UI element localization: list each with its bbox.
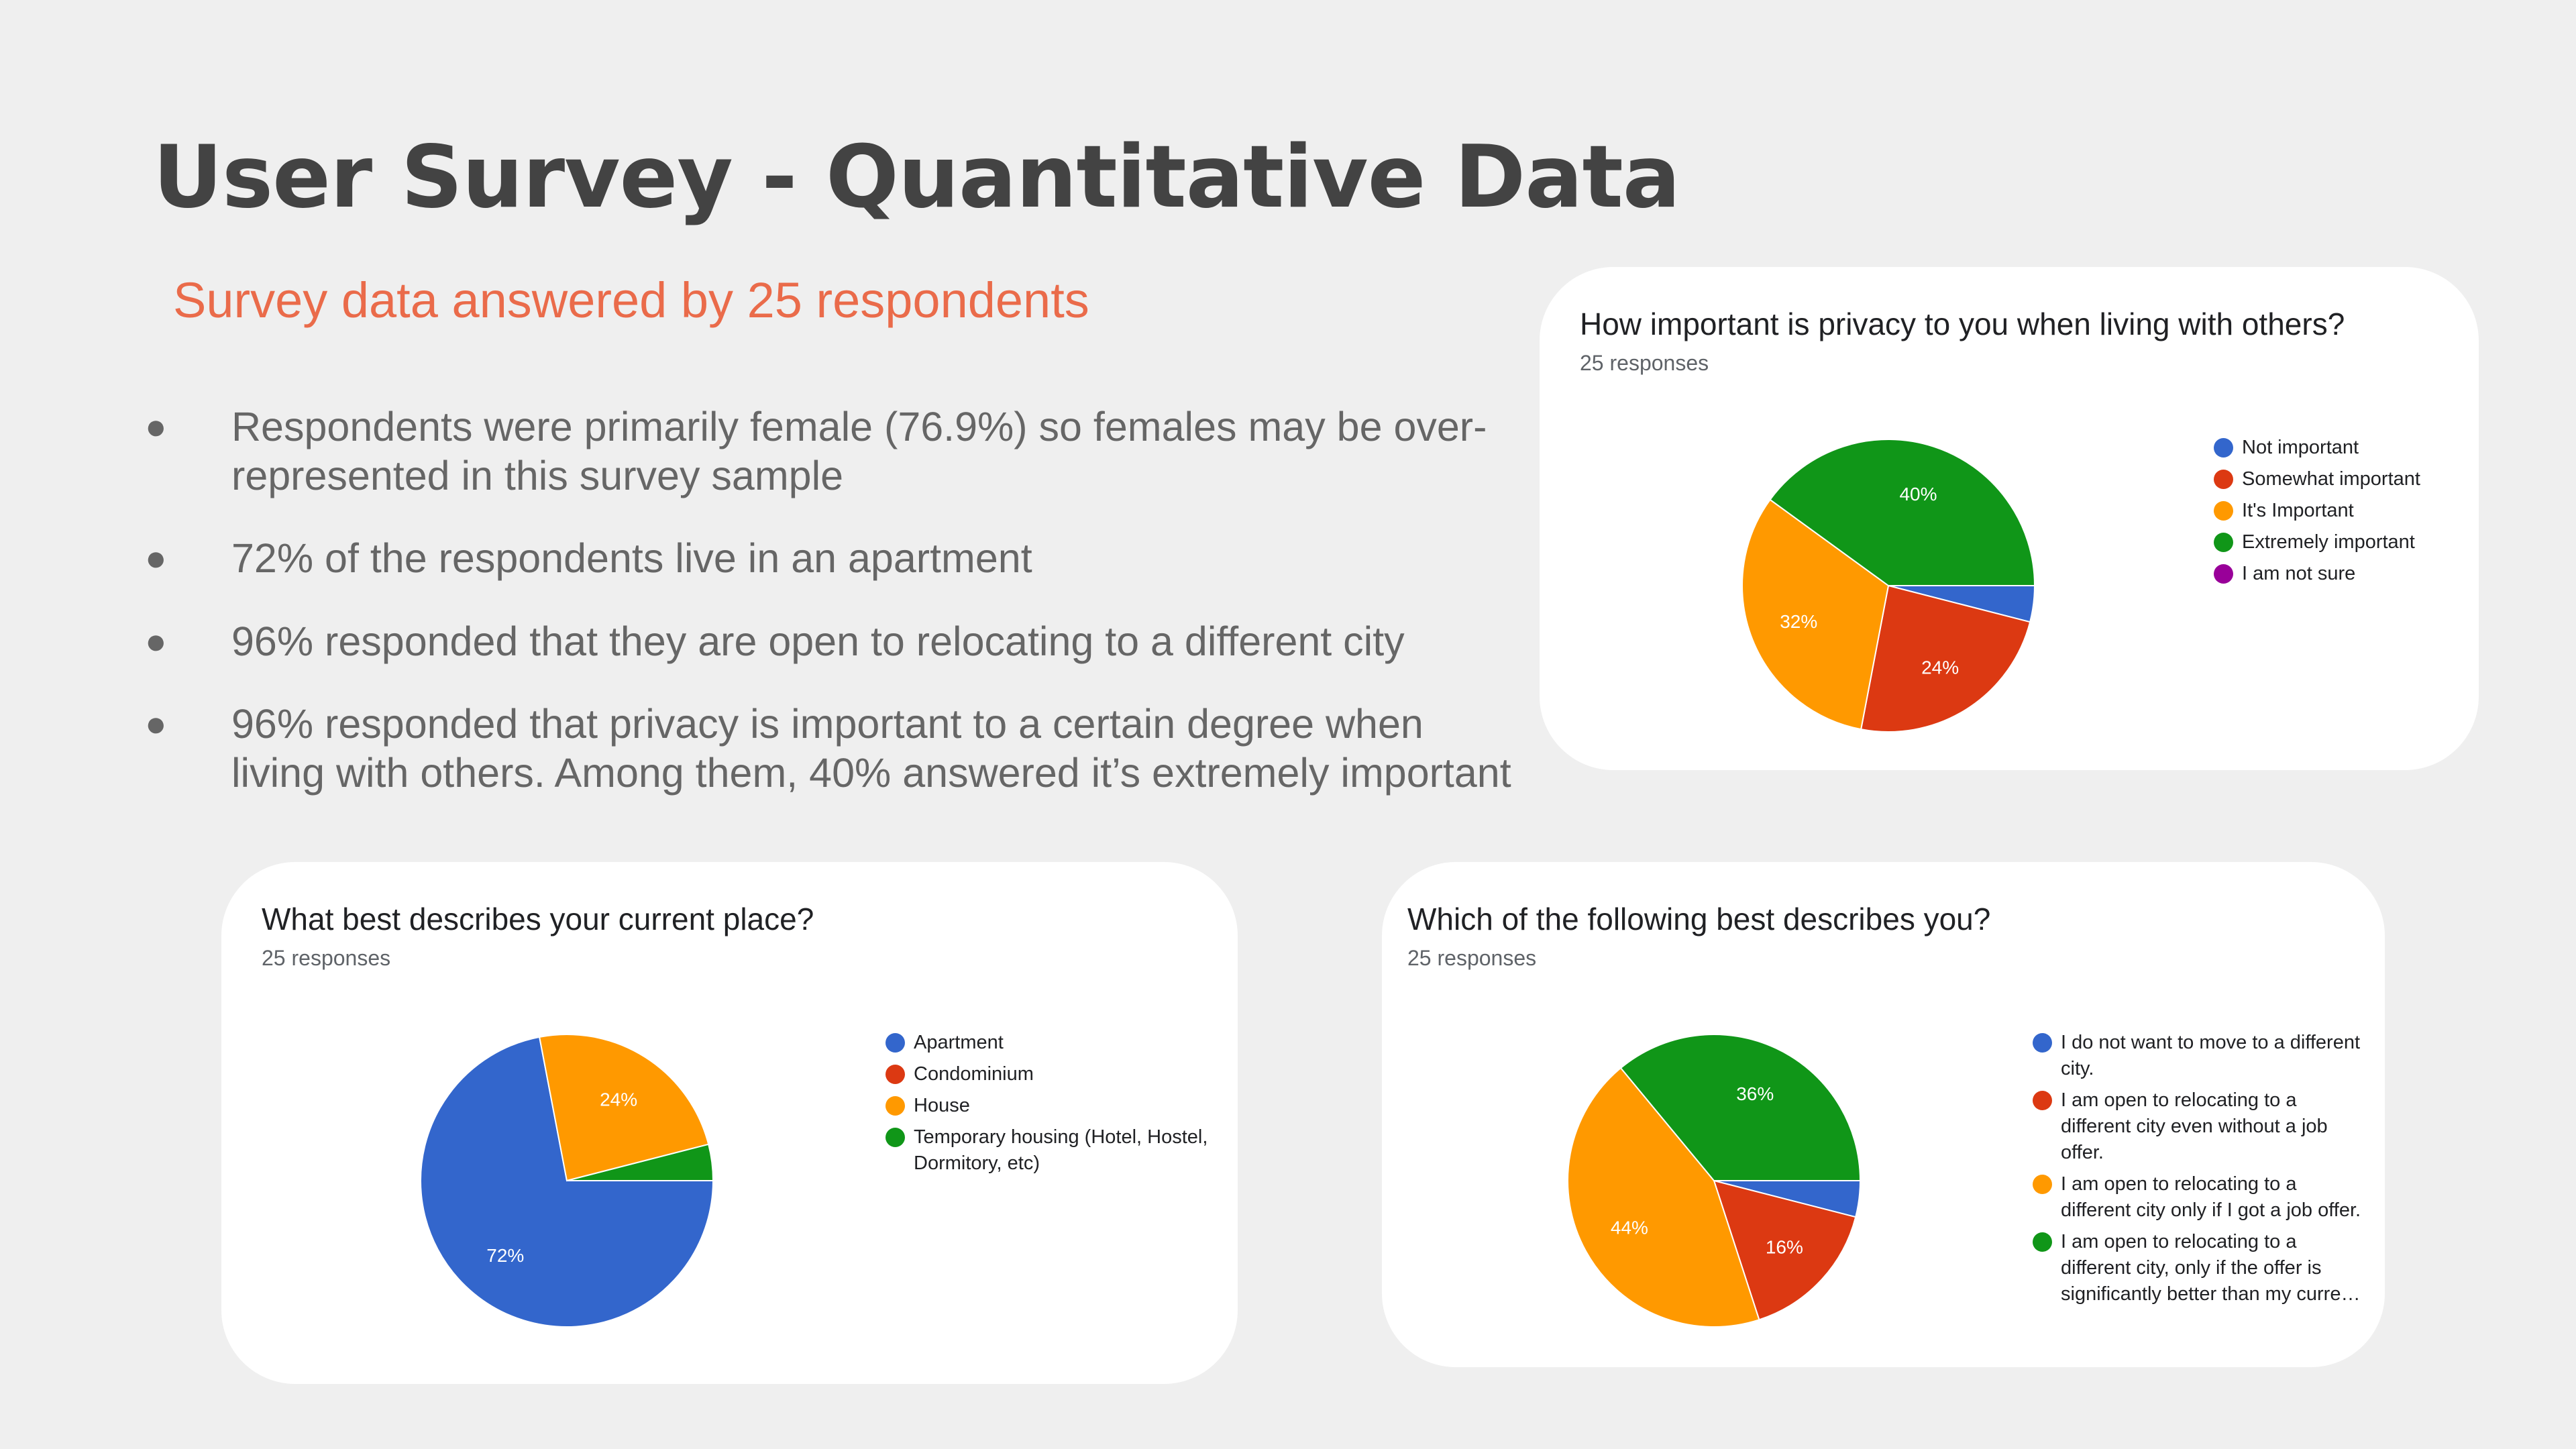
legend-item-condominium: Condominium <box>885 1061 1221 1087</box>
legend-label: Somewhat important <box>2242 468 2420 490</box>
bullet-marker: ● <box>145 621 167 661</box>
legend-item-somewhat-important: Somewhat important <box>2214 466 2455 492</box>
relocation-chart-legend: I do not want to move to a different cit… <box>2033 1030 2371 1313</box>
legend-item-it-s-important: It's Important <box>2214 498 2455 524</box>
pie-slice-temporary-housing-hotel-hostel-dormitory <box>566 1143 714 1181</box>
relocation-pie-chart: 16% 44% 36% <box>1567 1034 1862 1328</box>
legend-swatch <box>2033 1232 2052 1252</box>
legend-label: It's Important <box>2242 500 2354 521</box>
pie-slice-i-am-open-to-relocating-to-a-different-c <box>1567 1067 1760 1328</box>
legend-swatch <box>2214 501 2233 521</box>
pie-slice-somewhat-important <box>1860 584 2031 733</box>
pie-slice-label: 44% <box>1611 1217 1648 1238</box>
legend-item-i-am-not-sure: I am not sure <box>2214 561 2455 587</box>
bullet-marker: ● <box>145 538 167 578</box>
pie-slice-extremely-important <box>1769 439 2036 586</box>
legend-swatch <box>885 1096 905 1116</box>
legend-label: I do not want to move to a different cit… <box>2061 1032 2361 1079</box>
bullet-marker: ● <box>145 704 167 744</box>
pie-slice-label: 72% <box>486 1245 524 1266</box>
legend-label: Extremely important <box>2242 531 2415 553</box>
legend-item-not-important: Not important <box>2214 435 2455 461</box>
legend-label: Condominium <box>914 1063 1034 1085</box>
bullet-text: Respondents were primarily female (76.9%… <box>231 404 1487 498</box>
chart-response-count: 25 responses <box>1407 946 1537 970</box>
legend-label: House <box>914 1095 970 1116</box>
bullet-text: 96% responded that privacy is important … <box>231 701 1511 796</box>
legend-label: Apartment <box>914 1032 1004 1053</box>
legend-item-house: House <box>885 1093 1221 1119</box>
legend-label: I am not sure <box>2242 563 2356 584</box>
legend-item-extremely-important: Extremely important <box>2214 529 2455 555</box>
legend-swatch <box>2214 533 2233 552</box>
legend-swatch <box>885 1065 905 1084</box>
legend-item-i-am-open-to-relocating-to-a-different-c: I am open to relocating to a different c… <box>2033 1229 2371 1307</box>
legend-item-i-am-open-to-relocating-to-a-different-c: I am open to relocating to a different c… <box>2033 1171 2371 1224</box>
legend-swatch <box>2214 438 2233 458</box>
legend-item-i-do-not-want-to-move-to-a-different-cit: I do not want to move to a different cit… <box>2033 1030 2371 1082</box>
pie-slice-label: 40% <box>1899 484 1937 504</box>
pie-slice-label: 24% <box>1921 657 1959 678</box>
privacy-pie-chart: 24% 32% 40% <box>1741 439 2036 733</box>
legend-label: Not important <box>2242 437 2359 458</box>
legend-swatch <box>2033 1091 2052 1110</box>
page-subtitle: Survey data answered by 25 respondents <box>173 272 1089 328</box>
relocation-chart-card: Which of the following best describes yo… <box>1382 862 2385 1367</box>
privacy-chart-legend: Not important Somewhat important It's Impo… <box>2214 435 2455 592</box>
place-chart-legend: Apartment Condominium House Temporary housi… <box>885 1030 1221 1182</box>
legend-label: Temporary housing (Hotel, Hostel, Dormit… <box>914 1126 1208 1174</box>
pie-slice-label: 16% <box>1766 1236 1803 1257</box>
chart-response-count: 25 responses <box>262 946 391 970</box>
chart-response-count: 25 responses <box>1580 351 1709 375</box>
legend-swatch <box>885 1128 905 1147</box>
chart-title: What best describes your current place? <box>262 902 814 936</box>
bullet-text: 96% responded that they are open to relo… <box>231 619 1405 664</box>
legend-swatch <box>2033 1175 2052 1194</box>
legend-swatch <box>2214 564 2233 584</box>
chart-title: How important is privacy to you when liv… <box>1580 307 2345 341</box>
legend-swatch <box>885 1033 905 1053</box>
legend-item-apartment: Apartment <box>885 1030 1221 1056</box>
place-pie-chart: 72% 24% <box>420 1034 714 1328</box>
privacy-chart-card: How important is privacy to you when liv… <box>1540 267 2479 770</box>
pie-slice-label: 24% <box>600 1089 637 1110</box>
legend-item-temporary-housing-hotel-hostel-dormitory: Temporary housing (Hotel, Hostel, Dormit… <box>885 1124 1221 1177</box>
legend-label: I am open to relocating to a different c… <box>2061 1173 2361 1221</box>
chart-title: Which of the following best describes yo… <box>1407 902 1991 936</box>
place-chart-card: What best describes your current place? … <box>221 862 1238 1384</box>
pie-slice-house <box>538 1034 710 1182</box>
page-title: User Survey - Quantitative Data <box>153 127 1680 227</box>
pie-slice-label: 36% <box>1736 1083 1774 1104</box>
pie-slice-i-am-open-to-relocating-to-a-different-c <box>1619 1034 1862 1181</box>
legend-swatch <box>2033 1033 2052 1053</box>
bullet-text: 72% of the respondents live in an apartm… <box>231 535 1032 581</box>
legend-swatch <box>2214 470 2233 489</box>
pie-slice-apartment <box>420 1036 714 1328</box>
legend-label: I am open to relocating to a different c… <box>2061 1231 2361 1305</box>
legend-label: I am open to relocating to a different c… <box>2061 1089 2328 1163</box>
pie-slice-label: 32% <box>1780 611 1817 632</box>
pie-slice-i-am-open-to-relocating-to-a-different-c <box>1713 1179 1857 1321</box>
legend-item-i-am-open-to-relocating-to-a-different-c: I am open to relocating to a different c… <box>2033 1087 2371 1166</box>
bullet-marker: ● <box>145 407 167 447</box>
pie-slice-it-s-important <box>1741 498 1890 731</box>
